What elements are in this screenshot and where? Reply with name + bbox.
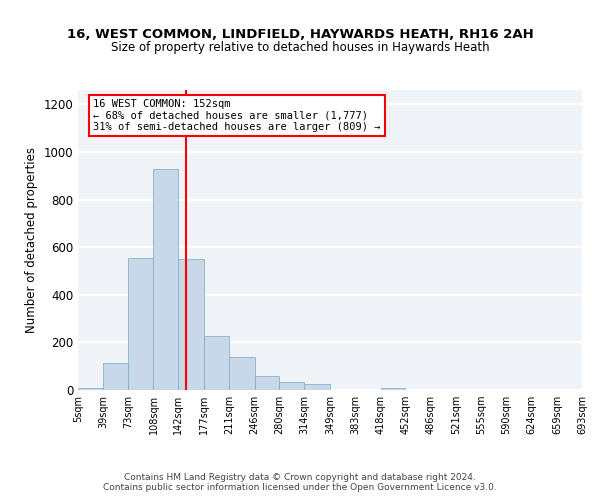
Bar [128,258,154,390]
Bar [280,382,304,390]
Bar [178,259,204,390]
Text: Contains public sector information licensed under the Open Government Licence v3: Contains public sector information licen… [103,484,497,492]
Text: 16 WEST COMMON: 152sqm
← 68% of detached houses are smaller (1,777)
31% of semi-: 16 WEST COMMON: 152sqm ← 68% of detached… [93,99,380,132]
Bar [103,362,128,390]
Text: 16, WEST COMMON, LINDFIELD, HAYWARDS HEATH, RH16 2AH: 16, WEST COMMON, LINDFIELD, HAYWARDS HEA… [67,28,533,40]
Bar [78,388,103,390]
Bar [304,384,330,390]
Text: Size of property relative to detached houses in Haywards Heath: Size of property relative to detached ho… [110,41,490,54]
Y-axis label: Number of detached properties: Number of detached properties [25,147,38,333]
Text: Contains HM Land Registry data © Crown copyright and database right 2024.: Contains HM Land Registry data © Crown c… [124,474,476,482]
Bar [229,356,254,390]
Bar [254,376,280,390]
Bar [380,388,406,390]
Bar [154,168,178,390]
Bar [204,336,229,390]
